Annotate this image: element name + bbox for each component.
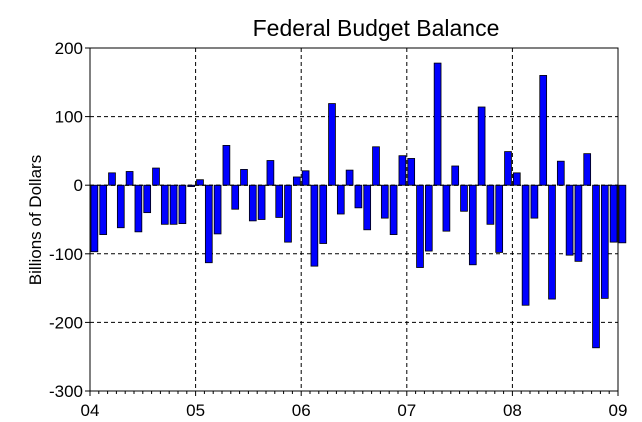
bar xyxy=(512,172,521,186)
y-axis-label: Billions of Dollars xyxy=(26,155,45,285)
bar xyxy=(231,184,240,210)
bar xyxy=(204,184,213,264)
bar xyxy=(116,184,125,229)
bar xyxy=(257,184,266,220)
bar xyxy=(389,184,398,235)
plot-frame xyxy=(89,47,619,392)
bar xyxy=(574,184,583,262)
x-tick-label: 08 xyxy=(503,401,522,420)
bar xyxy=(504,151,512,186)
bar xyxy=(521,184,530,306)
x-tick-label: 04 xyxy=(81,401,100,420)
bar xyxy=(213,184,222,235)
bar xyxy=(416,184,424,268)
bar xyxy=(468,184,477,266)
bar xyxy=(530,184,539,219)
bar xyxy=(592,184,600,349)
bar xyxy=(565,184,574,256)
bar xyxy=(240,169,248,186)
x-tick-label: 07 xyxy=(397,401,416,420)
bar xyxy=(266,160,275,186)
y-tick-label: 200 xyxy=(55,39,83,58)
x-tick-label: 06 xyxy=(292,401,311,420)
bar xyxy=(99,184,108,235)
bar xyxy=(495,184,504,253)
bar xyxy=(548,184,556,300)
grid-lines xyxy=(90,48,618,391)
bar xyxy=(328,103,336,186)
bar xyxy=(398,155,407,186)
bars xyxy=(90,62,627,349)
bar xyxy=(354,184,363,209)
y-tick-label: 0 xyxy=(74,176,83,195)
bar xyxy=(583,153,592,186)
bar xyxy=(178,184,187,225)
bar xyxy=(407,158,416,186)
chart-title: Federal Budget Balance xyxy=(253,15,500,41)
bar xyxy=(169,184,178,225)
y-tick-label: -300 xyxy=(49,382,83,401)
bar xyxy=(143,184,152,214)
bar xyxy=(275,184,284,218)
bar xyxy=(125,171,134,186)
bar xyxy=(152,167,160,186)
bar xyxy=(460,184,468,212)
bar xyxy=(477,106,486,186)
bar xyxy=(380,184,389,219)
bar xyxy=(486,184,495,225)
bar xyxy=(618,184,627,244)
bar xyxy=(222,145,231,186)
bar xyxy=(345,169,354,186)
bar xyxy=(556,160,565,186)
y-tick-label: -100 xyxy=(49,245,83,264)
bar xyxy=(372,146,380,186)
bar xyxy=(248,184,257,222)
bar xyxy=(90,184,99,253)
bar xyxy=(134,184,143,233)
bar xyxy=(451,165,460,186)
bar xyxy=(301,170,310,186)
bar xyxy=(336,184,345,215)
bar xyxy=(609,184,618,243)
y-tick-label: -200 xyxy=(49,313,83,332)
bar xyxy=(108,172,116,186)
y-tick-label: 100 xyxy=(55,108,83,127)
bar xyxy=(196,179,204,186)
bar xyxy=(433,62,442,186)
bar xyxy=(284,184,292,243)
bar xyxy=(310,184,319,267)
bar xyxy=(319,184,328,244)
bar xyxy=(424,184,433,252)
x-tick-label: 05 xyxy=(186,401,205,420)
bar xyxy=(539,75,548,186)
x-tick-label: 09 xyxy=(609,401,628,420)
bar xyxy=(363,184,372,231)
bar xyxy=(292,176,301,186)
bar xyxy=(442,184,451,232)
bar xyxy=(160,184,169,225)
bar xyxy=(600,184,609,299)
